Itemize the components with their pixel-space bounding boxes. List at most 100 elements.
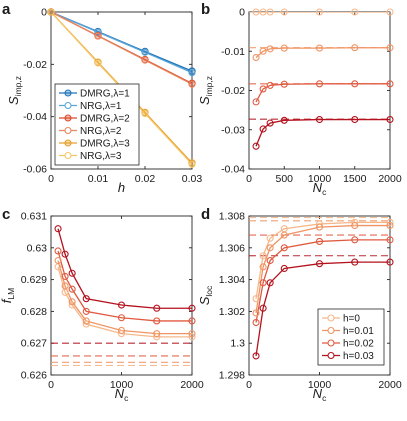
legend-label: NRG,λ=3 xyxy=(80,151,122,162)
data-point xyxy=(61,282,69,290)
series-line xyxy=(255,224,390,314)
series-line xyxy=(255,118,390,147)
data-point xyxy=(259,279,267,287)
data-point xyxy=(266,8,274,16)
data-point xyxy=(259,252,267,260)
data-point xyxy=(280,231,288,239)
data-point xyxy=(386,80,394,88)
series-line xyxy=(255,47,390,59)
data-point xyxy=(266,279,274,287)
data-point xyxy=(68,285,76,293)
y-tick-label: 0.627 xyxy=(21,338,47,350)
data-point xyxy=(117,330,126,338)
y-axis-label: Simp,z xyxy=(197,76,214,105)
x-tick-label: 2000 xyxy=(378,173,402,185)
data-point xyxy=(386,236,394,244)
data-point xyxy=(259,47,267,55)
x-axis-label: Nc xyxy=(313,180,327,197)
data-point xyxy=(252,98,260,106)
data-point xyxy=(259,304,267,312)
data-point xyxy=(280,264,288,273)
y-axis-label: Sloc xyxy=(197,285,214,305)
legend: h=0h=0.01 h=0.02h=0.03 xyxy=(317,308,385,366)
y-tick-label: -0.06 xyxy=(23,164,47,176)
x-tick-label: 1000 xyxy=(308,379,332,391)
data-point xyxy=(280,116,288,124)
data-point xyxy=(259,85,267,93)
data-point xyxy=(259,125,267,133)
panel-d: 0 1000 2000 1.298 1.3 1.302 1.304 1.306 1.308 d Nc… xyxy=(197,206,402,403)
axes-box xyxy=(50,11,193,170)
data-point xyxy=(315,220,324,228)
y-tick-label: 1.308 xyxy=(219,211,245,223)
data-point xyxy=(141,56,149,64)
panel-a: 0 0.01 0.02 0.03 0 -0.02 -0.04 -0.06 a h Simp,z DMR… xyxy=(2,1,202,195)
data-point xyxy=(386,221,394,230)
legend-swatch-marker xyxy=(64,126,72,135)
series-line xyxy=(57,228,192,309)
y-tick-label: 1.298 xyxy=(219,370,245,382)
data-point xyxy=(280,244,288,252)
data-point xyxy=(252,309,260,317)
x-tick-label: 1000 xyxy=(308,173,332,185)
data-point xyxy=(351,80,359,88)
x-tick-label: 0.02 xyxy=(135,173,156,185)
data-point xyxy=(386,44,394,52)
legend-swatch-marker xyxy=(64,114,72,122)
data-point xyxy=(351,218,359,226)
data-point xyxy=(315,260,324,268)
data-point xyxy=(94,32,102,40)
series-line xyxy=(255,261,390,357)
data-point xyxy=(153,317,161,325)
y-tick-label: 0.626 xyxy=(21,370,47,382)
y-tick-label: -0.04 xyxy=(23,111,47,123)
data-point xyxy=(68,269,76,277)
data-point xyxy=(386,8,394,16)
x-axis-label: Nc xyxy=(115,386,129,403)
data-point xyxy=(351,236,359,244)
data-point xyxy=(54,225,62,233)
data-point xyxy=(141,109,149,118)
panel-letter: a xyxy=(2,1,11,18)
data-point xyxy=(61,272,69,280)
data-point xyxy=(266,45,274,53)
data-point xyxy=(351,115,359,124)
panel-letter: c xyxy=(2,206,10,223)
data-point xyxy=(47,8,55,16)
series-line xyxy=(51,12,192,74)
legend-label: h=0.03 xyxy=(343,351,374,362)
data-point xyxy=(188,333,196,341)
data-point xyxy=(315,8,324,16)
x-tick-label: 0 xyxy=(246,173,252,185)
data-point xyxy=(82,295,90,303)
y-tick-label: -0.04 xyxy=(221,164,245,176)
data-point xyxy=(54,247,62,255)
legend-swatch-marker xyxy=(64,89,72,97)
legend-swatch-marker xyxy=(64,101,72,110)
data-point xyxy=(315,80,324,88)
data-point xyxy=(351,44,359,52)
data-point xyxy=(188,317,196,325)
data-point xyxy=(386,115,394,124)
data-point xyxy=(188,67,196,75)
y-tick-label: 0.63 xyxy=(27,242,48,254)
data-point xyxy=(259,8,267,16)
y-tick-label: -0.02 xyxy=(23,59,47,71)
x-axis-label: Nc xyxy=(313,386,327,403)
data-point xyxy=(82,320,90,328)
data-point xyxy=(61,250,69,258)
data-point xyxy=(252,352,260,360)
data-point xyxy=(188,304,196,312)
data-point xyxy=(266,256,274,265)
data-point xyxy=(315,237,324,245)
data-point xyxy=(252,53,260,62)
y-tick-label: 0.628 xyxy=(21,306,47,318)
data-point xyxy=(188,160,196,168)
data-point xyxy=(82,307,90,315)
y-tick-label: -0.01 xyxy=(221,46,245,58)
series-line xyxy=(51,12,192,85)
legend-label: NRG,λ=2 xyxy=(80,126,122,137)
y-axis-label: Simp,z xyxy=(6,76,23,105)
series-line xyxy=(57,250,192,322)
